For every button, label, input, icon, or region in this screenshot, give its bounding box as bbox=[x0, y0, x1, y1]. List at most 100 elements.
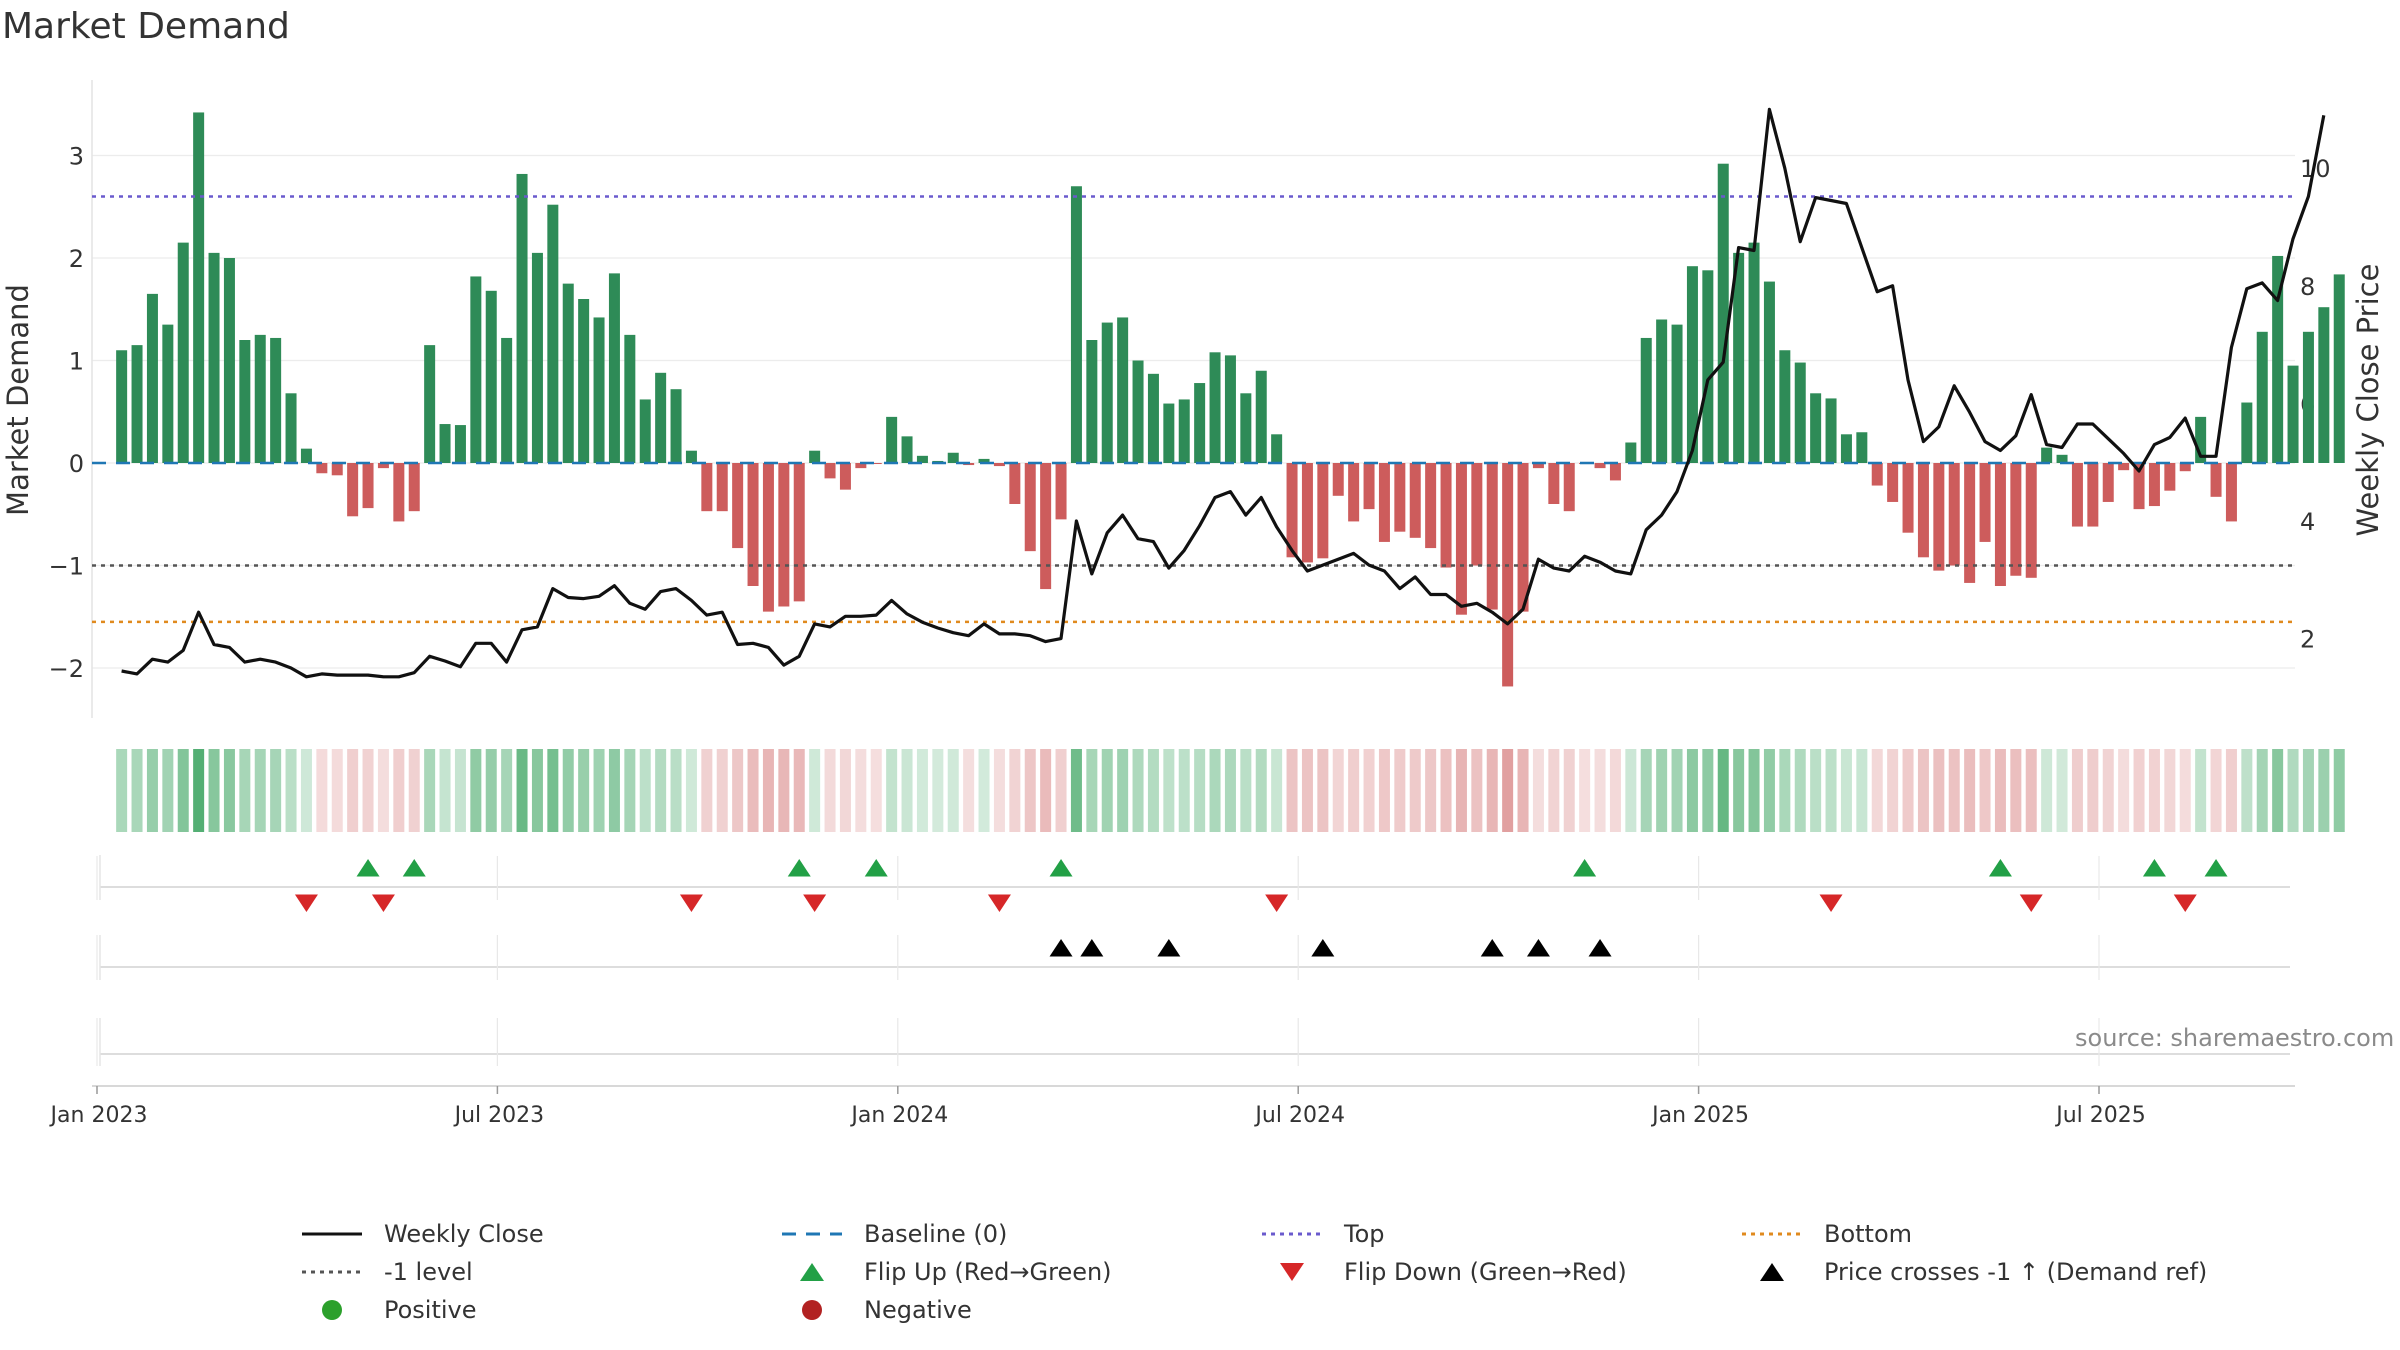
legend-positive: Positive bbox=[300, 1292, 477, 1328]
heat-cell bbox=[2148, 749, 2160, 832]
demand-bar bbox=[1871, 463, 1883, 486]
heat-cell bbox=[1794, 749, 1806, 832]
demand-bar bbox=[501, 337, 513, 463]
demand-bar bbox=[1055, 463, 1067, 520]
demand-bar bbox=[393, 463, 405, 522]
demand-bar bbox=[239, 340, 251, 463]
demand-bar bbox=[2118, 463, 2130, 471]
demand-bar bbox=[562, 283, 574, 463]
heat-cell bbox=[2071, 749, 2083, 832]
flip-down-marker bbox=[371, 894, 395, 912]
heat-cell bbox=[1255, 749, 1267, 832]
demand-bar bbox=[531, 252, 543, 463]
x-tick-label: Jul 2023 bbox=[453, 1103, 545, 1128]
demand-bar bbox=[916, 455, 928, 463]
demand-bar bbox=[978, 458, 990, 463]
demand-bar bbox=[1224, 355, 1236, 463]
demand-bar bbox=[1856, 432, 1868, 463]
heat-cell bbox=[1147, 749, 1159, 832]
demand-bar bbox=[131, 345, 143, 463]
demand-bar bbox=[839, 463, 851, 490]
heat-cell bbox=[2272, 749, 2284, 832]
price-cross-marker bbox=[1157, 939, 1181, 957]
heat-cell bbox=[393, 749, 405, 832]
demand-bar bbox=[116, 350, 128, 463]
y-tick-label-left: −1 bbox=[49, 553, 84, 581]
heat-cell bbox=[2102, 749, 2114, 832]
heat-cell bbox=[1425, 749, 1437, 832]
demand-bar bbox=[886, 416, 898, 463]
heat-cell bbox=[1132, 749, 1144, 832]
heat-cell bbox=[1332, 749, 1344, 832]
demand-bar bbox=[685, 450, 697, 463]
heat-cell bbox=[1317, 749, 1329, 832]
heat-cell bbox=[2241, 749, 2253, 832]
legend-negative: Negative bbox=[780, 1292, 972, 1328]
heat-cell bbox=[1240, 749, 1252, 832]
heat-cell bbox=[1532, 749, 1544, 832]
demand-bar bbox=[1748, 242, 1760, 463]
demand-bar bbox=[1086, 340, 1098, 463]
heat-cell bbox=[1733, 749, 1745, 832]
heat-cell bbox=[2087, 749, 2099, 832]
flip-down-marker bbox=[294, 894, 318, 912]
heat-cell bbox=[1009, 749, 1021, 832]
flip-down-marker bbox=[2019, 894, 2043, 912]
demand-bar bbox=[1532, 463, 1544, 469]
demand-bar bbox=[639, 399, 651, 463]
heat-cell bbox=[131, 749, 143, 832]
heat-cell bbox=[347, 749, 359, 832]
demand-bar bbox=[1255, 370, 1267, 463]
heat-cell bbox=[1779, 749, 1791, 832]
triangle-up-black-icon bbox=[1740, 1257, 1804, 1287]
demand-bar bbox=[1948, 463, 1960, 566]
heat-cell bbox=[1394, 749, 1406, 832]
demand-bar bbox=[1763, 281, 1775, 463]
legend-flip-down: Flip Down (Green→Red) bbox=[1260, 1254, 1627, 1290]
heat-cell bbox=[531, 749, 543, 832]
dotted-line-purple-icon bbox=[1260, 1219, 1324, 1249]
flip-up-marker bbox=[402, 859, 426, 877]
demand-bar bbox=[1609, 463, 1621, 481]
heat-cell bbox=[1224, 749, 1236, 832]
demand-bar bbox=[2071, 463, 2083, 527]
demand-bar bbox=[1332, 463, 1344, 496]
heat-cell bbox=[116, 749, 128, 832]
triangle-up-green-icon bbox=[780, 1257, 844, 1287]
dotted-line-gray-icon bbox=[300, 1257, 364, 1287]
heat-cell bbox=[578, 749, 590, 832]
heat-cell bbox=[1163, 749, 1175, 832]
heat-cell bbox=[2025, 749, 2037, 832]
demand-bar bbox=[732, 463, 744, 549]
demand-bar bbox=[624, 334, 636, 463]
price-cross-marker bbox=[1080, 939, 1104, 957]
y-tick-label-right: 4 bbox=[2300, 508, 2315, 536]
heat-cell bbox=[1070, 749, 1082, 832]
heat-cell bbox=[362, 749, 374, 832]
heat-cell bbox=[1363, 749, 1375, 832]
demand-bar bbox=[578, 299, 590, 463]
heat-cell bbox=[501, 749, 513, 832]
demand-bar bbox=[1440, 463, 1452, 568]
flip-up-marker bbox=[864, 859, 888, 877]
demand-bar bbox=[778, 463, 790, 607]
demand-bar bbox=[1040, 463, 1052, 590]
demand-bar bbox=[1486, 463, 1498, 610]
demand-bar bbox=[1147, 373, 1159, 463]
heat-cell bbox=[1502, 749, 1514, 832]
heat-cell bbox=[1378, 749, 1390, 832]
heat-cell bbox=[1625, 749, 1637, 832]
heat-cell bbox=[978, 749, 990, 832]
demand-bar bbox=[2241, 402, 2253, 463]
heat-cell bbox=[1271, 749, 1283, 832]
demand-bar bbox=[716, 463, 728, 512]
heat-cell bbox=[2318, 749, 2330, 832]
heat-cell bbox=[223, 749, 235, 832]
heat-cell bbox=[1117, 749, 1129, 832]
demand-bar bbox=[608, 273, 620, 463]
demand-bar bbox=[146, 293, 158, 463]
heat-cell bbox=[300, 749, 312, 832]
heat-cell bbox=[1763, 749, 1775, 832]
heat-cell bbox=[1086, 749, 1098, 832]
dashed-line-icon bbox=[780, 1219, 844, 1249]
